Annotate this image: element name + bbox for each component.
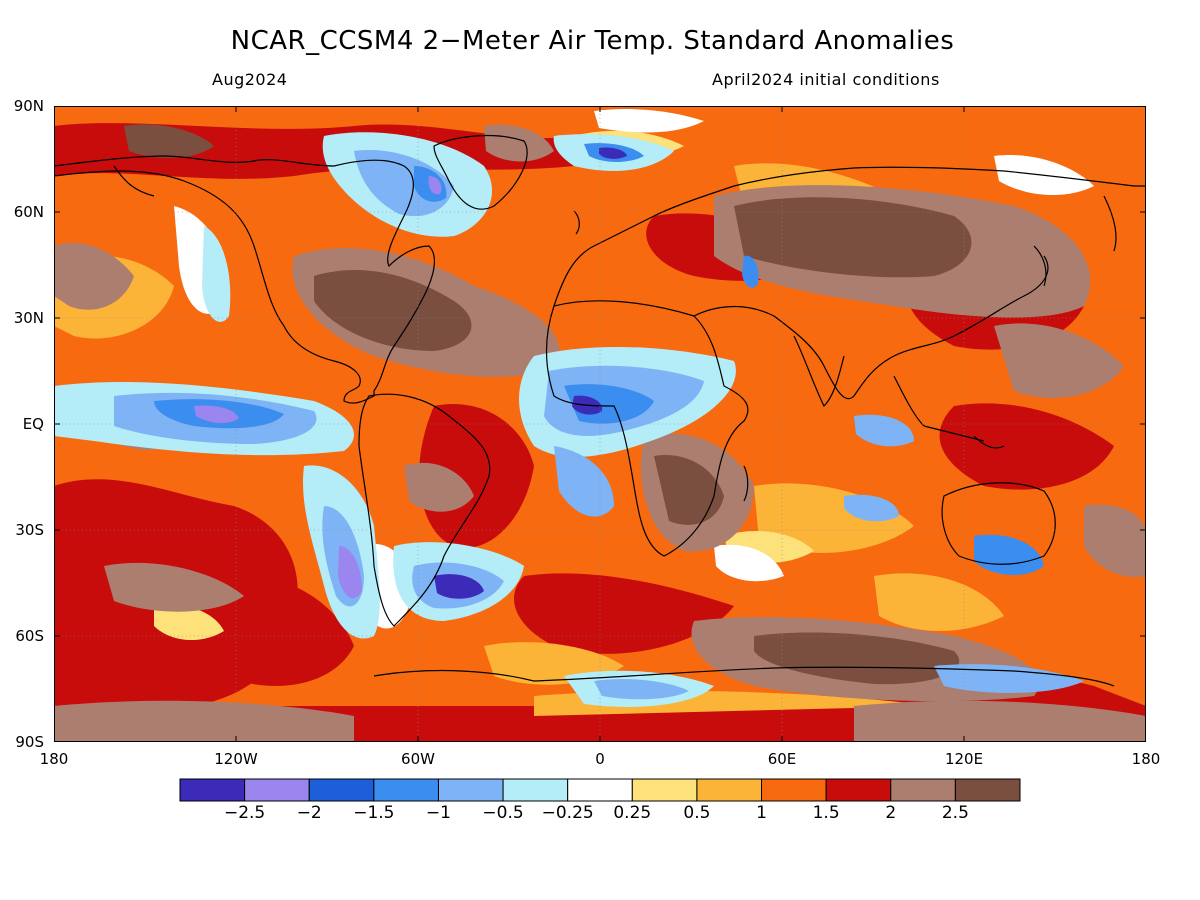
lon-label-0: 0: [595, 750, 605, 768]
legend-label-10: 2: [885, 803, 897, 823]
legend-label-1: −2: [296, 803, 322, 823]
lon-label-180e: 180: [1131, 750, 1161, 768]
legend-swatch-11: [890, 778, 956, 802]
legend-label-0: −2.5: [223, 803, 266, 823]
legend-label-6: 0.25: [613, 803, 652, 823]
legend-label-11: 2.5: [941, 803, 969, 823]
legend-label-5: −0.25: [541, 803, 594, 823]
lon-label-60e: 60E: [767, 750, 797, 768]
lat-label-30s: 30S: [15, 521, 44, 539]
valid-month-label: Aug2024: [212, 70, 288, 89]
legend-label-2: −1.5: [353, 803, 395, 823]
lat-label-eq: EQ: [22, 415, 44, 433]
init-conditions-label: April2024 initial conditions: [712, 70, 940, 89]
legend-swatch-2: [308, 778, 375, 802]
legend-swatch-8: [696, 778, 763, 802]
lon-label-60w: 60W: [401, 750, 435, 768]
lat-label-90s: 90S: [15, 733, 44, 751]
legend-swatch-12: [954, 778, 1021, 802]
legend-swatch-9: [761, 778, 827, 802]
legend-swatch-4: [437, 778, 504, 802]
anomaly-field-cool: [54, 132, 1084, 707]
legend-label-3: −1: [425, 803, 451, 823]
legend-swatch-5: [502, 778, 569, 802]
legend-swatch-1: [244, 778, 310, 802]
legend-label-7: 0.5: [683, 803, 711, 823]
legend-swatch-0: [179, 778, 246, 802]
legend-swatch-10: [825, 778, 892, 802]
lon-label-120w: 120W: [214, 750, 258, 768]
lat-label-60n: 60N: [13, 203, 44, 221]
lat-label-30n: 30N: [13, 309, 44, 327]
lat-label-60s: 60S: [15, 627, 44, 645]
lon-label-180w: 180: [39, 750, 69, 768]
legend-swatch-6: [567, 778, 633, 802]
legend-swatch-3: [373, 778, 439, 802]
legend-swatch-7: [631, 778, 698, 802]
color-legend: [179, 778, 1021, 802]
anomaly-map: [54, 106, 1146, 742]
lon-label-120e: 120E: [944, 750, 984, 768]
lat-label-90n: 90N: [13, 97, 44, 115]
map-title: NCAR_CCSM4 2−Meter Air Temp. Standard An…: [230, 26, 955, 56]
legend-label-4: −0.5: [482, 803, 524, 823]
legend-label-9: 1.5: [812, 803, 840, 823]
map-border: [54, 106, 1146, 742]
legend-label-8: 1: [756, 803, 767, 823]
coastlines: [54, 134, 1146, 687]
